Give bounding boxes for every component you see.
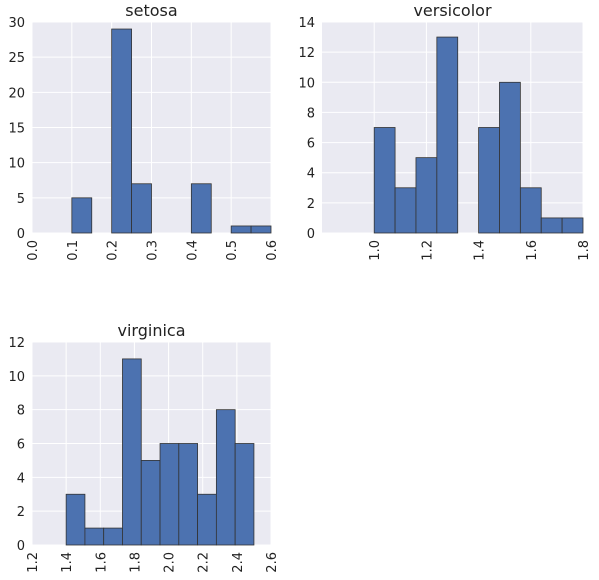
x-tick-label: 1.4 <box>473 240 488 261</box>
y-tick-label: 8 <box>307 106 315 121</box>
chart-title: versicolor <box>413 1 491 20</box>
histogram-bar <box>499 81 521 234</box>
y-tick-label: 5 <box>17 192 25 207</box>
x-tick-label: 0.6 <box>265 240 280 261</box>
histogram-bar <box>215 409 236 546</box>
x-tick-label: 1.8 <box>128 552 143 573</box>
y-tick-label: 12 <box>8 336 25 351</box>
x-tick-label: 1.6 <box>94 552 109 573</box>
x-tick-label: 0.0 <box>26 240 41 261</box>
x-tick-label: 0.3 <box>146 240 161 261</box>
histogram-bar <box>111 28 132 234</box>
histogram-bar <box>230 225 252 234</box>
x-tick-label: 1.8 <box>577 240 592 261</box>
y-tick-label: 6 <box>17 438 25 453</box>
y-tick-label: 10 <box>298 76 315 91</box>
y-tick-label: 10 <box>8 157 25 172</box>
x-tick-label: 0.1 <box>66 240 81 261</box>
y-tick-label: 8 <box>17 404 25 419</box>
histogram-bar <box>394 187 417 234</box>
y-tick-label: 15 <box>8 122 25 137</box>
y-tick-label: 2 <box>307 197 315 212</box>
y-tick-label: 4 <box>307 167 315 182</box>
histogram-bar <box>131 183 152 234</box>
x-tick-label: 1.6 <box>525 240 540 261</box>
histogram-bar <box>159 443 180 546</box>
x-tick-label: 1.0 <box>368 240 383 261</box>
y-tick-label: 0 <box>17 539 25 554</box>
histogram-bar <box>436 36 459 234</box>
histogram-bar <box>234 443 255 546</box>
histogram-bar <box>540 217 563 234</box>
y-tick-label: 6 <box>307 137 315 152</box>
x-tick-label: 2.0 <box>163 552 178 573</box>
y-tick-label: 25 <box>8 51 25 66</box>
y-tick-label: 2 <box>17 505 25 520</box>
histogram-bar <box>415 157 438 234</box>
histogram-bar <box>65 493 86 546</box>
histogram-bar <box>250 225 272 234</box>
x-tick-label: 1.2 <box>420 240 435 261</box>
y-tick-label: 20 <box>8 86 25 101</box>
chart-title: virginica <box>118 321 186 340</box>
y-tick-label: 0 <box>17 227 25 242</box>
histogram-bar <box>178 443 198 546</box>
histogram-bar <box>71 197 93 234</box>
x-tick-label: 2.6 <box>265 552 280 573</box>
histogram-bar <box>140 460 161 546</box>
y-tick-label: 0 <box>307 227 315 242</box>
y-tick-label: 10 <box>8 370 25 385</box>
x-tick-label: 2.2 <box>197 552 212 573</box>
y-tick-label: 30 <box>8 16 25 31</box>
histogram-bar <box>190 183 212 234</box>
x-tick-label: 0.2 <box>106 240 121 261</box>
y-tick-label: 14 <box>298 16 315 31</box>
x-tick-label: 1.4 <box>60 552 75 573</box>
histogram-bar <box>478 127 500 234</box>
x-tick-label: 1.2 <box>26 552 41 573</box>
x-tick-label: 0.4 <box>185 240 200 261</box>
histogram-bar <box>519 187 542 234</box>
x-tick-label: 2.4 <box>231 552 246 573</box>
chart-title: setosa <box>125 1 177 20</box>
y-tick-label: 12 <box>298 46 315 61</box>
x-tick-label: 0.5 <box>225 240 240 261</box>
histogram-bar <box>103 527 123 546</box>
histogram-bar <box>197 493 217 546</box>
histogram-bar <box>84 527 105 546</box>
histogram-bar <box>122 358 142 546</box>
histogram-bar <box>373 127 396 234</box>
y-tick-label: 4 <box>17 471 25 486</box>
histogram-bar <box>561 217 584 234</box>
